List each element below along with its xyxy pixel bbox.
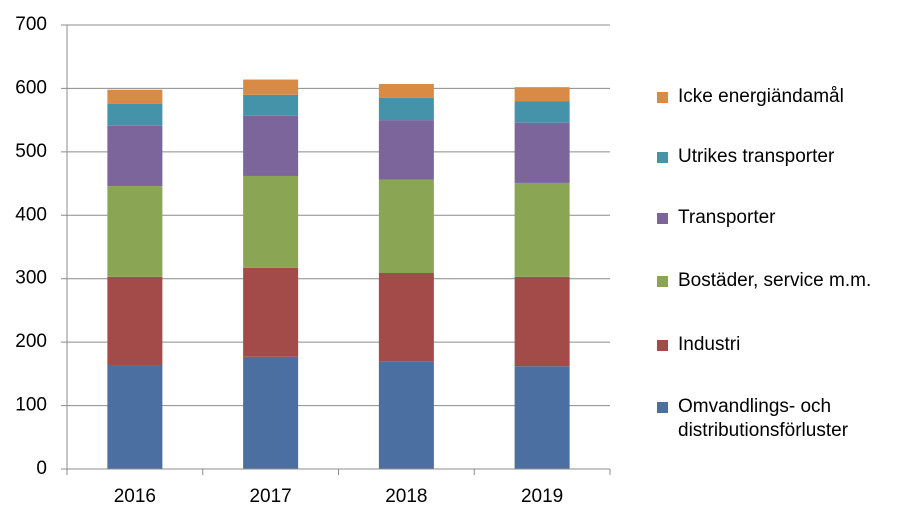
legend-item: Omvandlings- och distributionsförluster xyxy=(657,395,902,443)
legend-label: Bostäder, service m.m. xyxy=(678,270,872,291)
bar-segment xyxy=(107,364,163,469)
bar-segment xyxy=(243,115,299,176)
legend-swatch xyxy=(657,402,668,413)
bar-segment xyxy=(107,89,163,104)
bar-segment xyxy=(243,79,299,95)
y-tick-label: 600 xyxy=(15,77,47,98)
y-tick-label: 700 xyxy=(15,14,47,35)
legend-label: Industri xyxy=(678,334,741,355)
x-tick-label: 2018 xyxy=(385,486,427,507)
legend-item: Transporter xyxy=(657,206,902,230)
y-tick-label: 0 xyxy=(36,458,47,479)
bar-segment xyxy=(514,122,570,183)
bar-segment xyxy=(243,356,299,469)
bar-segment xyxy=(107,276,163,365)
legend-swatch xyxy=(657,152,668,163)
bar-segment xyxy=(514,366,570,469)
bar-segment xyxy=(243,175,299,268)
bar-segment xyxy=(378,361,434,469)
bar-segment xyxy=(514,182,570,277)
legend-swatch xyxy=(657,92,668,103)
legend-label: Icke energiändamål xyxy=(678,86,844,107)
bar-segment xyxy=(378,120,434,180)
bar-segment xyxy=(107,186,163,277)
bar-segment xyxy=(378,83,434,98)
x-tick-label: 2019 xyxy=(521,486,563,507)
y-tick-label: 100 xyxy=(15,395,47,416)
y-tick-label: 400 xyxy=(15,204,47,225)
legend-item: Utrikes transporter xyxy=(657,145,902,169)
legend-label: Omvandlings- och distributionsförluster xyxy=(678,396,849,441)
bar-segment xyxy=(378,273,434,362)
legend-swatch xyxy=(657,340,668,351)
legend-swatch xyxy=(657,276,668,287)
bar-segment xyxy=(514,87,570,102)
bar-segment xyxy=(378,97,434,121)
bar-segment xyxy=(107,103,163,126)
bar-segment xyxy=(243,267,299,357)
legend-label: Utrikes transporter xyxy=(678,146,835,167)
bar-segment xyxy=(243,94,299,116)
legend-item: Bostäder, service m.m. xyxy=(657,269,902,293)
bar-segment xyxy=(514,276,570,367)
bar-segment xyxy=(107,125,163,187)
bar-segment xyxy=(378,179,434,274)
bar-segment xyxy=(514,101,570,123)
legend-swatch xyxy=(657,213,668,224)
y-tick-label: 300 xyxy=(15,268,47,289)
legend-item: Industri xyxy=(657,333,902,357)
x-tick-label: 2017 xyxy=(249,486,291,507)
legend-label: Transporter xyxy=(678,207,776,228)
y-tick-label: 500 xyxy=(15,141,47,162)
x-tick-label: 2016 xyxy=(114,486,156,507)
y-tick-label: 200 xyxy=(15,331,47,352)
legend-item: Icke energiändamål xyxy=(657,85,902,109)
